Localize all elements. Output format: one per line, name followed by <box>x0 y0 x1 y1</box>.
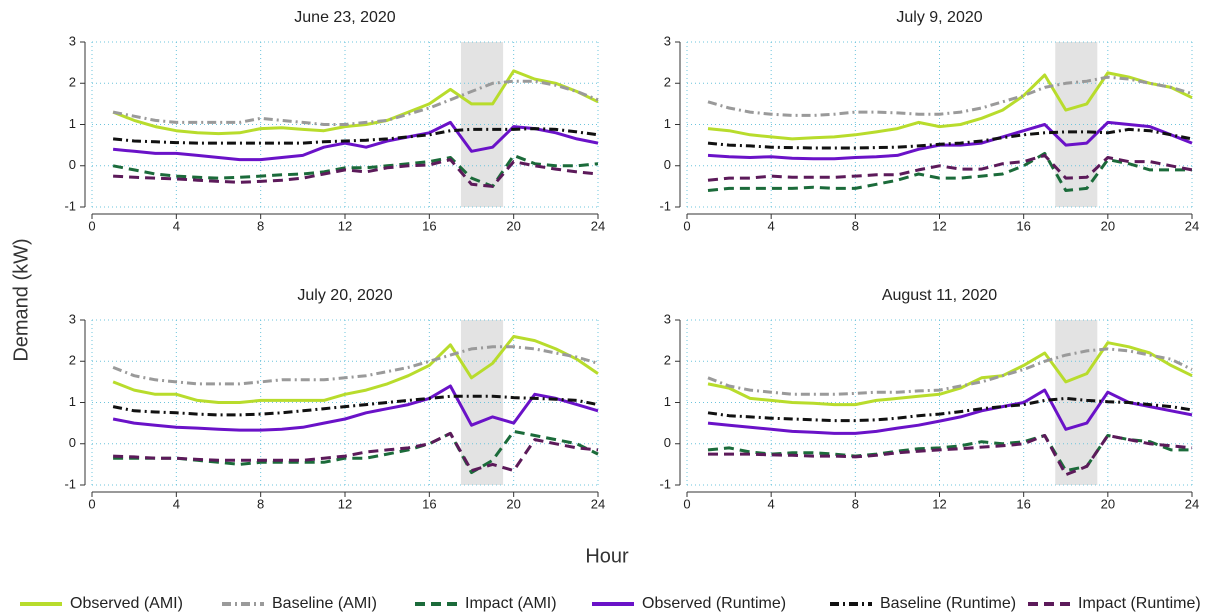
x-tick-label: 0 <box>88 218 95 233</box>
series-line <box>113 431 599 473</box>
series-line <box>112 69 599 136</box>
series-line <box>112 79 599 126</box>
x-tick-label: 4 <box>173 496 180 511</box>
shaded-window <box>1055 42 1098 207</box>
y-tick-label: 0 <box>664 435 671 450</box>
series-line <box>112 127 599 145</box>
legend-label: Baseline (Runtime) <box>880 595 1016 612</box>
series-line <box>707 434 1192 473</box>
series-line <box>707 341 1193 407</box>
legend-label: Impact (Runtime) <box>1078 595 1201 612</box>
series-line <box>707 127 1193 150</box>
y-tick-label: 3 <box>69 33 76 48</box>
x-tick-label: 12 <box>338 496 352 511</box>
y-tick-label: 0 <box>69 435 76 450</box>
x-tick-label: 12 <box>338 218 352 233</box>
series-line <box>113 158 599 188</box>
y-tick-label: -1 <box>64 476 76 491</box>
x-tick-label: 20 <box>1101 218 1115 233</box>
x-tick-label: 8 <box>257 218 264 233</box>
series-line <box>707 396 1193 423</box>
y-tick-label: -1 <box>64 198 76 213</box>
x-tick-label: 24 <box>1185 218 1199 233</box>
series-line <box>707 153 1193 182</box>
x-tick-label: 20 <box>506 218 520 233</box>
x-tick-label: 12 <box>932 496 946 511</box>
series-line <box>707 347 1193 396</box>
x-tick-label: 20 <box>506 496 520 511</box>
y-tick-label: 2 <box>664 75 671 90</box>
x-tick-label: 12 <box>932 218 946 233</box>
y-tick-label: -1 <box>659 198 671 213</box>
y-tick-label: 0 <box>664 157 671 172</box>
x-tick-label: 24 <box>591 218 605 233</box>
panel-title: July 9, 2020 <box>896 9 982 26</box>
series-line <box>112 153 599 188</box>
x-tick-label: 8 <box>852 218 859 233</box>
series-line <box>112 120 599 162</box>
x-tick-label: 16 <box>422 496 436 511</box>
series-line <box>112 384 599 432</box>
panel-title: July 20, 2020 <box>297 287 392 304</box>
x-tick-label: 24 <box>1185 496 1199 511</box>
y-tick-label: 2 <box>664 353 671 368</box>
y-axis-label: Demand (kW) <box>10 238 32 361</box>
shaded-window <box>1055 320 1098 485</box>
x-tick-label: 4 <box>768 218 775 233</box>
y-tick-label: 3 <box>664 311 671 326</box>
x-tick-label: 0 <box>683 496 690 511</box>
y-tick-label: 3 <box>664 33 671 48</box>
x-tick-label: 8 <box>257 496 264 511</box>
y-tick-label: 0 <box>69 157 76 172</box>
x-tick-label: 20 <box>1101 496 1115 511</box>
x-tick-label: 16 <box>1016 496 1030 511</box>
y-tick-label: 2 <box>69 353 76 368</box>
legend-label: Observed (Runtime) <box>642 595 786 612</box>
x-tick-label: 8 <box>852 496 859 511</box>
y-tick-label: 1 <box>69 116 76 131</box>
x-tick-label: 0 <box>683 218 690 233</box>
y-tick-label: 1 <box>69 394 76 409</box>
series-line <box>112 335 599 404</box>
y-tick-label: 1 <box>664 116 671 131</box>
series-line <box>112 394 599 417</box>
legend-label: Observed (AMI) <box>70 595 183 612</box>
y-tick-label: 2 <box>69 75 76 90</box>
legend-label: Baseline (AMI) <box>272 595 377 612</box>
y-tick-label: -1 <box>659 476 671 491</box>
x-tick-label: 16 <box>422 218 436 233</box>
panel-title: June 23, 2020 <box>294 9 396 26</box>
x-tick-label: 0 <box>88 496 95 511</box>
series-line <box>707 71 1193 141</box>
x-tick-label: 4 <box>173 218 180 233</box>
legend-label: Impact (AMI) <box>465 595 557 612</box>
series-line <box>707 75 1193 117</box>
series-line <box>707 151 1192 192</box>
series-line <box>112 345 599 386</box>
x-axis-label: Hour <box>585 545 629 567</box>
y-tick-label: 1 <box>664 394 671 409</box>
series-line <box>707 388 1193 435</box>
series-line <box>708 434 1193 477</box>
x-tick-label: 24 <box>591 496 605 511</box>
y-tick-label: 3 <box>69 311 76 326</box>
x-tick-label: 16 <box>1016 218 1030 233</box>
panel-title: August 11, 2020 <box>882 287 997 304</box>
x-tick-label: 4 <box>768 496 775 511</box>
series-line <box>707 120 1193 161</box>
